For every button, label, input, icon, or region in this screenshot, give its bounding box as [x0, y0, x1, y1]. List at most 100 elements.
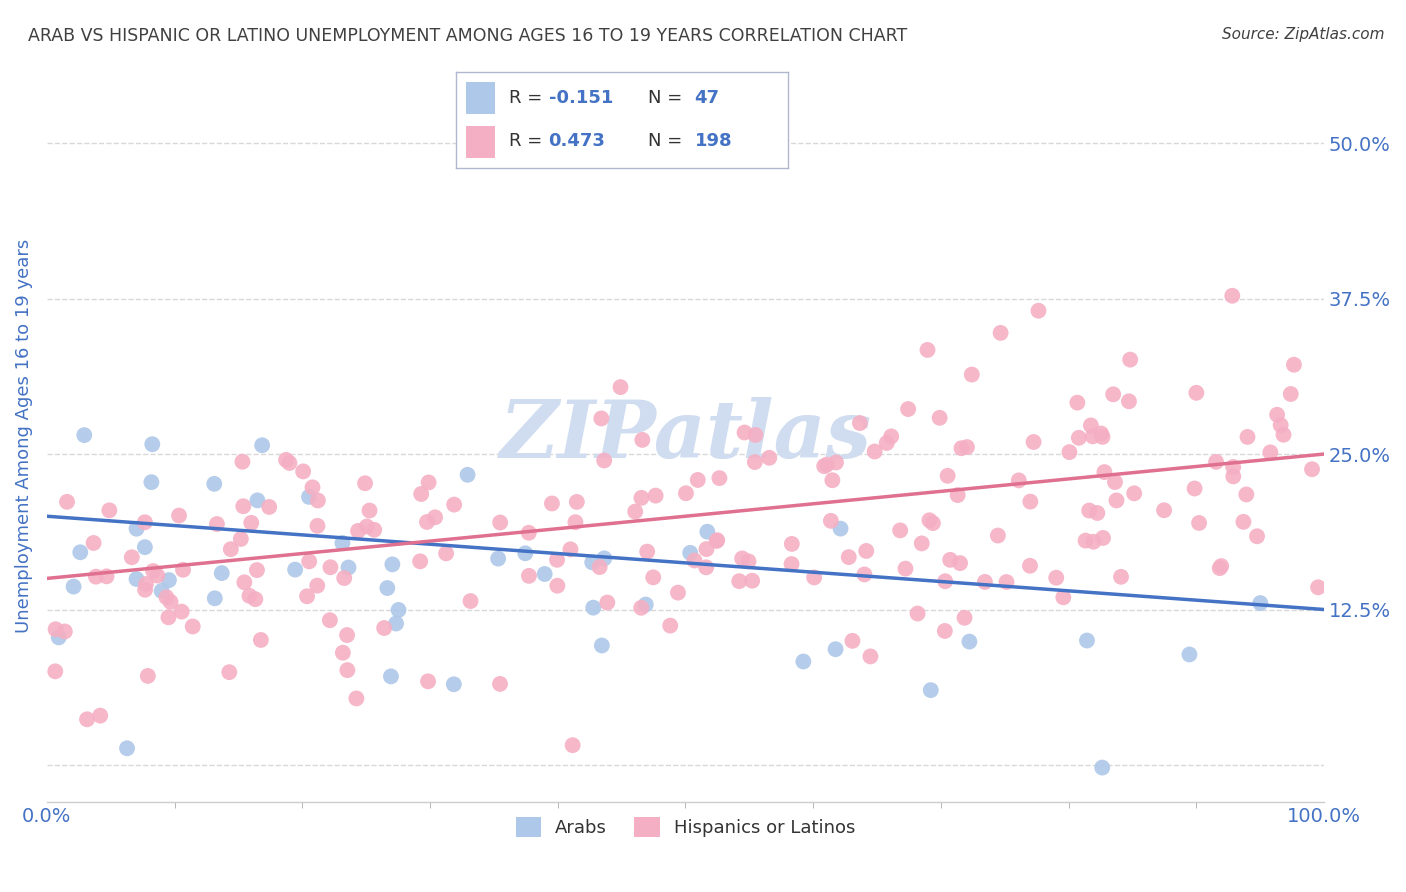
Point — [609, 380, 631, 394]
Point — [564, 515, 586, 529]
Point — [295, 589, 318, 603]
Point — [741, 574, 763, 588]
Point — [233, 575, 256, 590]
Point — [457, 467, 479, 482]
Point — [1211, 559, 1233, 574]
Point — [560, 542, 582, 557]
Point — [588, 560, 610, 574]
Point — [686, 473, 709, 487]
Point — [920, 683, 942, 698]
Point — [630, 600, 652, 615]
Point — [880, 429, 903, 443]
Point — [409, 554, 432, 568]
Point — [172, 563, 194, 577]
Point — [995, 574, 1018, 589]
Point — [155, 591, 177, 605]
Point — [69, 545, 91, 559]
Point — [666, 585, 689, 599]
Point — [1222, 459, 1244, 474]
Point — [211, 566, 233, 580]
Point — [1118, 394, 1140, 409]
Point — [679, 546, 702, 560]
Point — [1081, 429, 1104, 443]
Point — [307, 493, 329, 508]
Point — [780, 557, 803, 571]
Point — [1234, 487, 1257, 501]
Point — [1078, 503, 1101, 517]
Point — [631, 433, 654, 447]
Point — [373, 621, 395, 635]
Point — [141, 475, 163, 490]
Point — [434, 546, 457, 560]
Point — [411, 487, 433, 501]
Point — [84, 569, 107, 583]
Point — [659, 618, 682, 632]
Point — [89, 708, 111, 723]
Point — [1220, 289, 1243, 303]
Point — [1019, 558, 1042, 573]
Point — [897, 402, 920, 417]
Point — [803, 570, 825, 584]
Point — [630, 491, 652, 505]
Point — [240, 516, 263, 530]
Point — [838, 550, 860, 565]
Point — [56, 495, 79, 509]
Point — [934, 574, 956, 589]
Point — [135, 577, 157, 591]
Point — [1008, 474, 1031, 488]
Point — [1279, 387, 1302, 401]
Point — [250, 632, 273, 647]
Point — [134, 515, 156, 529]
Point — [1074, 533, 1097, 548]
Point — [205, 516, 228, 531]
Point — [1091, 430, 1114, 444]
Point — [855, 544, 877, 558]
Point — [546, 579, 568, 593]
Point — [695, 560, 717, 574]
Point — [347, 524, 370, 538]
Point — [1022, 435, 1045, 450]
Point — [250, 438, 273, 452]
Point — [696, 524, 718, 539]
Point — [953, 611, 976, 625]
Point — [245, 592, 267, 607]
Point — [1260, 445, 1282, 459]
Point — [167, 508, 190, 523]
Point — [830, 522, 852, 536]
Point — [758, 450, 780, 465]
Point — [363, 523, 385, 537]
Legend: Arabs, Hispanics or Latinos: Arabs, Hispanics or Latinos — [509, 809, 862, 845]
Point — [596, 595, 619, 609]
Point — [591, 639, 613, 653]
Point — [486, 551, 509, 566]
Point — [957, 634, 980, 648]
Point — [142, 564, 165, 578]
Point — [443, 677, 465, 691]
Point — [1085, 506, 1108, 520]
Point — [115, 741, 138, 756]
Point — [1188, 516, 1211, 530]
Point — [359, 503, 381, 517]
Point — [159, 595, 181, 609]
Point — [636, 544, 658, 558]
Point — [136, 669, 159, 683]
Point — [706, 533, 728, 548]
Point — [181, 619, 204, 633]
Point — [728, 574, 751, 589]
Point — [825, 455, 848, 469]
Text: ZIPatlas: ZIPatlas — [499, 397, 872, 475]
Point — [918, 513, 941, 527]
Point — [1205, 455, 1227, 469]
Point — [517, 525, 540, 540]
Point — [517, 569, 540, 583]
Point — [990, 326, 1012, 340]
Point — [336, 628, 359, 642]
Point — [936, 468, 959, 483]
Point — [1028, 303, 1050, 318]
Point — [98, 503, 121, 517]
Point — [274, 453, 297, 467]
Point — [1080, 418, 1102, 433]
Point — [1059, 445, 1081, 459]
Point — [695, 542, 717, 557]
Point — [1265, 408, 1288, 422]
